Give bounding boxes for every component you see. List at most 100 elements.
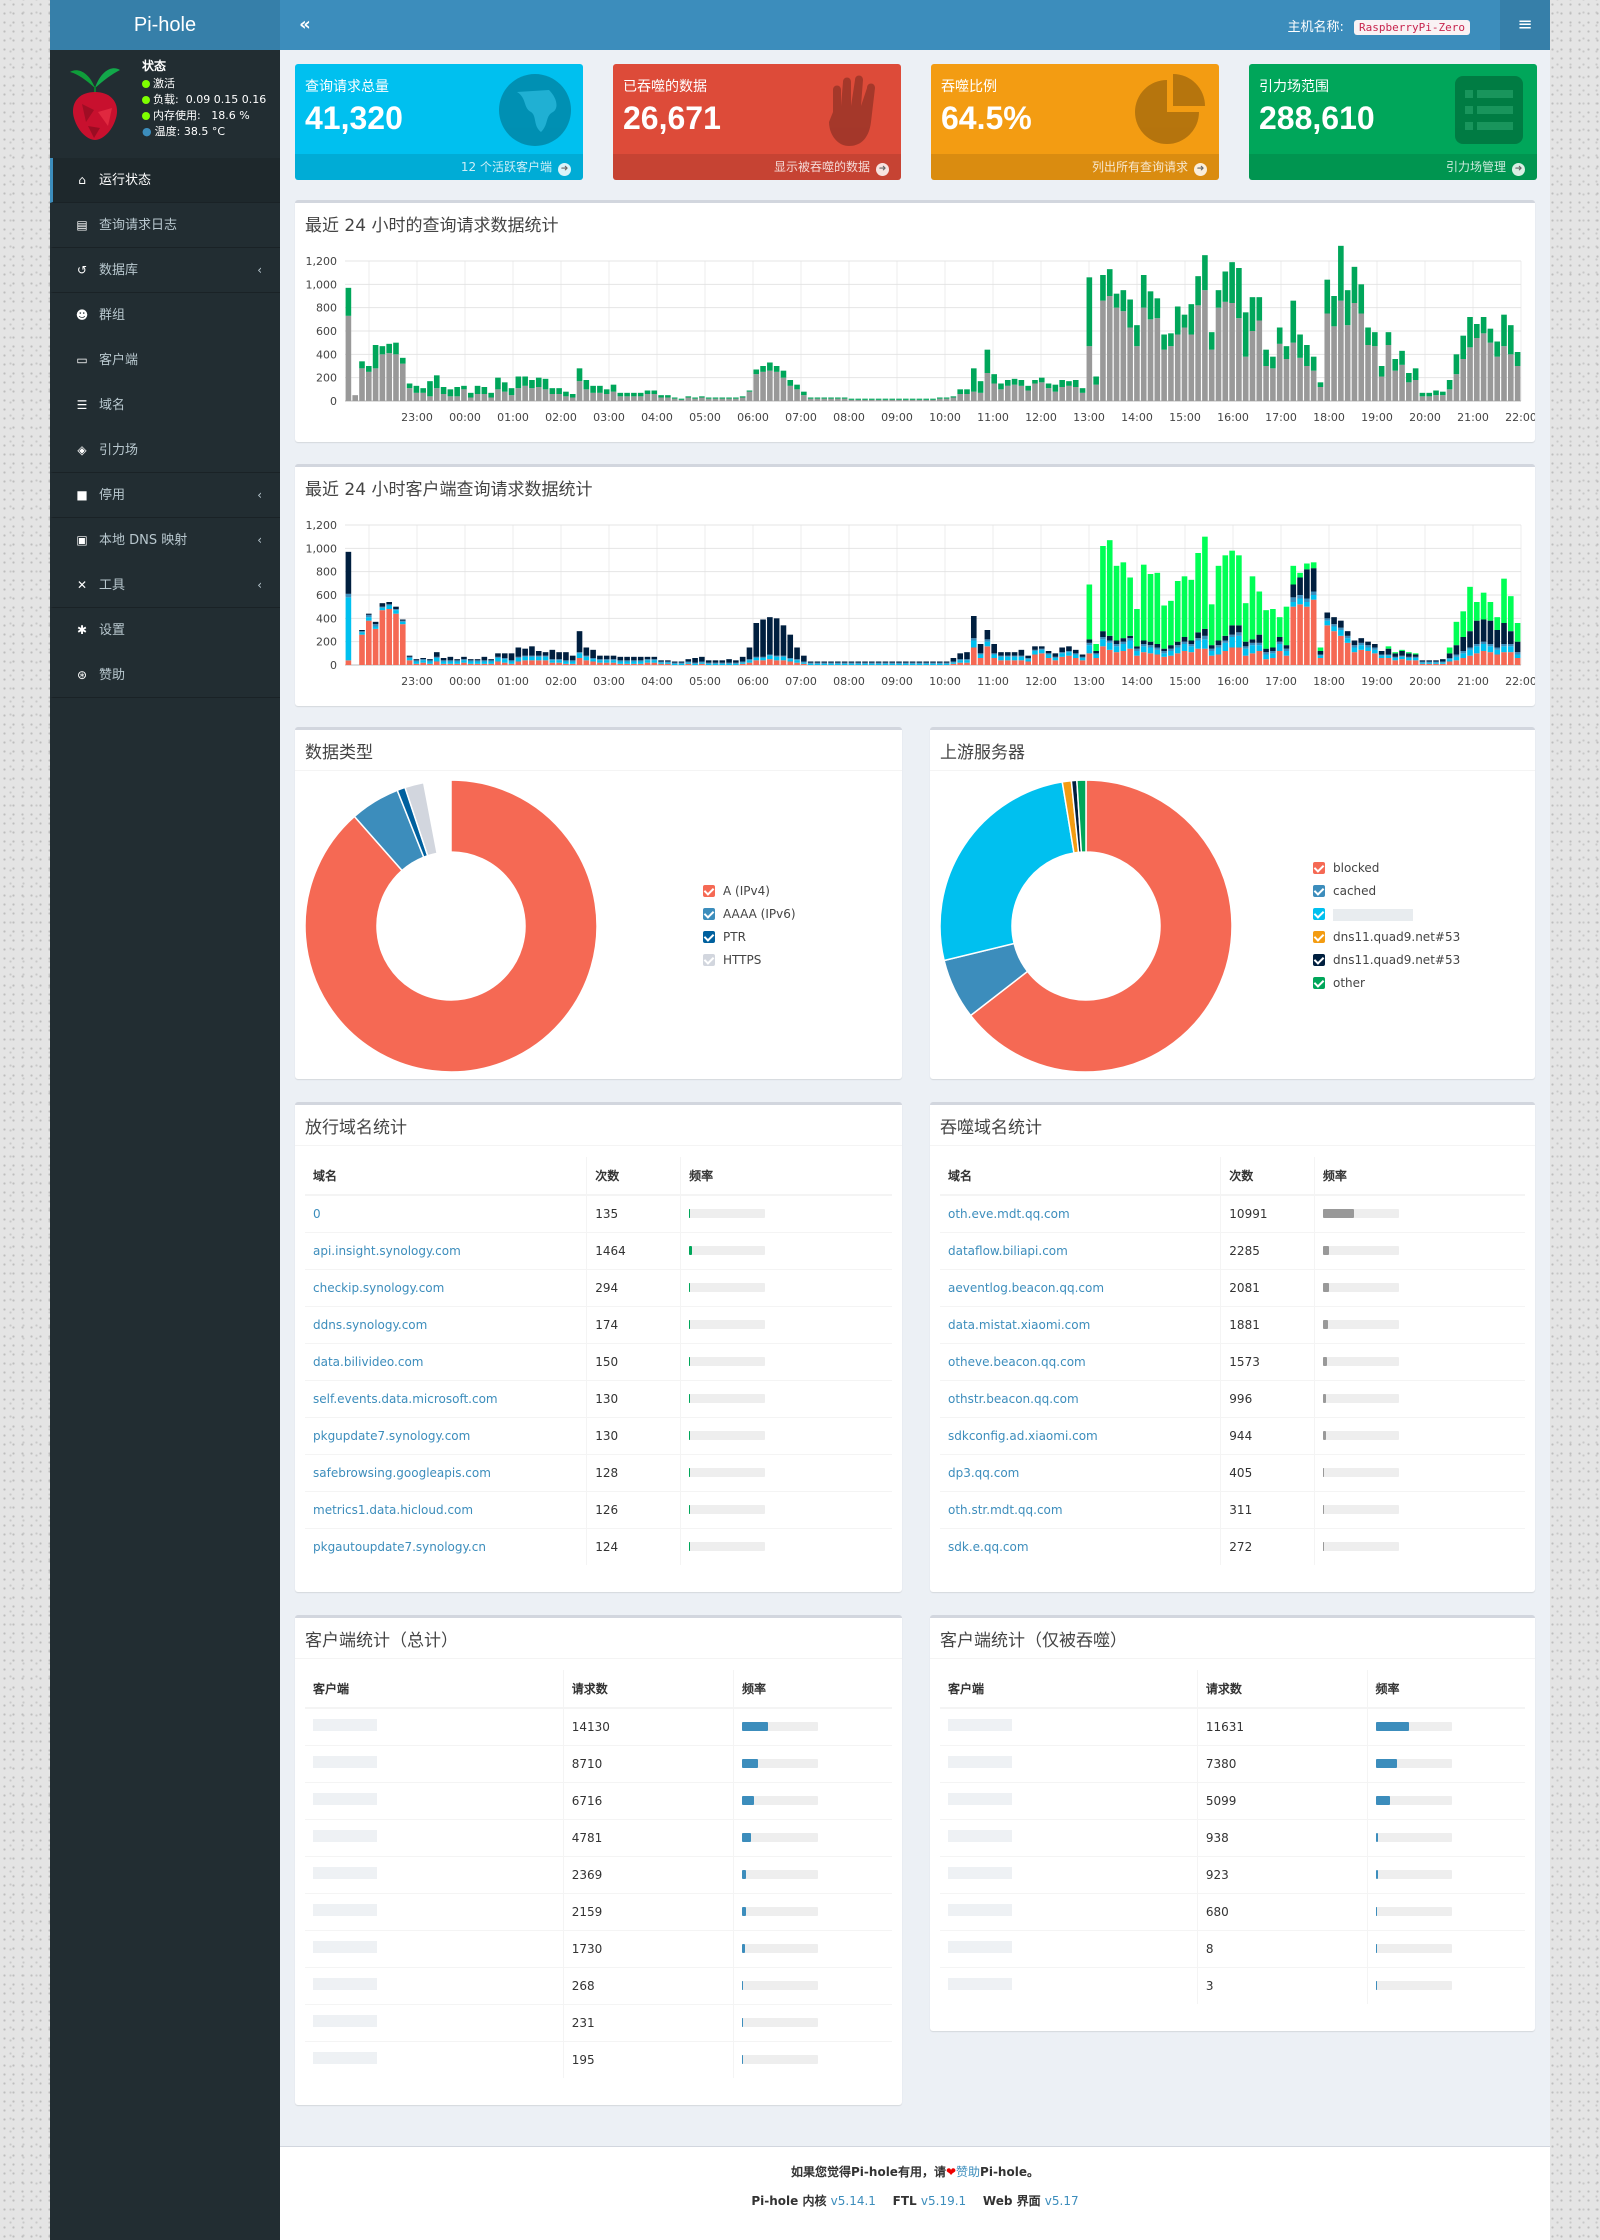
sidebar-item-2[interactable]: ↺ 数据库 ‹ — [50, 248, 280, 293]
bar-0-138 — [1283, 655, 1290, 665]
stat-footer-link[interactable]: 列出所有查询请求 ➜ — [931, 154, 1219, 180]
domain-link[interactable]: pkgautoupdate7.synology.cn — [305, 1527, 587, 1565]
legend-item[interactable]: HTTPS — [703, 949, 796, 972]
column-header[interactable]: 频率 — [1313, 1157, 1525, 1196]
sidebar-item-6[interactable]: ◈ 引力场 — [50, 428, 280, 473]
bar-0-8 — [399, 363, 406, 401]
checkbox-icon[interactable] — [1313, 977, 1325, 989]
bar-3-8 — [399, 619, 406, 621]
sidebar-item-9[interactable]: ✕ 工具 ‹ — [50, 563, 280, 608]
client-name-redacted — [305, 1781, 564, 1819]
domain-link[interactable]: safebrowsing.googleapis.com — [305, 1453, 587, 1491]
sidebar-item-11[interactable]: ⊛ 赞助 — [50, 653, 280, 698]
domain-link[interactable]: dp3.qq.com — [940, 1453, 1221, 1491]
app-logo[interactable]: Pi-hole — [50, 0, 280, 50]
stat-footer-link[interactable]: 显示被吞噬的数据 ➜ — [613, 154, 901, 180]
bar-1-136 — [1270, 653, 1276, 658]
control-sidebar-button[interactable]: ≡ — [1500, 0, 1550, 50]
domain-link[interactable]: ddns.synology.com — [305, 1305, 587, 1343]
legend-item[interactable]: cached — [1313, 880, 1460, 903]
checkbox-icon[interactable] — [703, 908, 715, 920]
checkbox-icon[interactable] — [1313, 885, 1325, 897]
ftl-version-link[interactable]: v5.19.1 — [920, 2194, 967, 2208]
domain-link[interactable]: pkgupdate7.synology.com — [305, 1416, 587, 1454]
legend-item[interactable] — [1313, 903, 1460, 926]
checkbox-icon[interactable] — [1313, 954, 1325, 966]
domain-link[interactable]: 0 — [305, 1194, 587, 1232]
bar-2-76 — [862, 662, 868, 664]
bar-0-169 — [1494, 356, 1501, 401]
domain-link[interactable]: aeventlog.beacon.qq.com — [940, 1268, 1221, 1306]
bar-0-172 — [1514, 366, 1521, 401]
sidebar-item-0[interactable]: ⌂ 运行状态 — [50, 158, 280, 203]
domain-link[interactable]: data.mistat.xiaomi.com — [940, 1305, 1221, 1343]
bar-0-124 — [1188, 652, 1195, 665]
checkbox-icon[interactable] — [1313, 862, 1325, 874]
bar-3-139 — [1290, 584, 1297, 598]
legend-item[interactable]: blocked — [1313, 857, 1460, 880]
domain-link[interactable]: sdk.e.qq.com — [940, 1527, 1221, 1565]
bar-0-118 — [1147, 653, 1154, 665]
column-header[interactable]: 域名 — [305, 1157, 587, 1196]
sidebar-item-1[interactable]: ▤ 查询请求日志 — [50, 203, 280, 248]
column-header[interactable]: 请求数 — [562, 1670, 734, 1709]
legend-item[interactable]: A (IPv4) — [703, 880, 796, 903]
bar-4-115 — [1127, 577, 1133, 636]
core-version-link[interactable]: v5.14.1 — [830, 2194, 876, 2208]
checkbox-icon[interactable] — [1313, 908, 1325, 920]
sidebar-item-4[interactable]: ▭ 客户端 — [50, 338, 280, 383]
web-version-link[interactable]: v5.17 — [1044, 2194, 1079, 2208]
column-header[interactable]: 请求数 — [1196, 1670, 1368, 1709]
count-cell: 4781 — [562, 1818, 734, 1856]
bar-2-42 — [631, 660, 637, 662]
progress-bar — [689, 1320, 766, 1329]
checkbox-icon[interactable] — [703, 885, 715, 897]
column-header[interactable]: 客户端 — [940, 1670, 1198, 1709]
column-header[interactable]: 次数 — [586, 1157, 681, 1196]
donate-link[interactable]: 赞助 — [956, 2165, 981, 2179]
bar-2-97 — [1004, 655, 1011, 657]
legend-item[interactable]: AAAA (IPv6) — [703, 903, 796, 926]
domain-link[interactable]: oth.eve.mdt.qq.com — [940, 1194, 1221, 1232]
column-header[interactable]: 次数 — [1220, 1157, 1315, 1196]
legend-item[interactable]: dns11.quad9.net#53 — [1313, 926, 1460, 949]
sidebar-item-5[interactable]: ☰ 域名 — [50, 383, 280, 428]
domain-link[interactable]: self.events.data.microsoft.com — [305, 1379, 587, 1417]
progress-fill — [1322, 1468, 1325, 1477]
stat-footer-link[interactable]: 12 个活跃客户端 ➜ — [295, 154, 583, 180]
domain-link[interactable]: othstr.beacon.qq.com — [940, 1379, 1221, 1417]
sidebar-item-7[interactable]: ■ 停用 ‹ — [50, 473, 280, 518]
column-header[interactable]: 频率 — [680, 1157, 892, 1196]
bar-1-88 — [943, 663, 950, 665]
domain-link[interactable]: metrics1.data.hicloud.com — [305, 1490, 587, 1528]
frequency-cell — [732, 2040, 892, 2078]
checkbox-icon[interactable] — [1313, 931, 1325, 943]
stat-footer-link[interactable]: 引力场管理 ➜ — [1249, 154, 1537, 180]
column-header[interactable]: 客户端 — [305, 1670, 564, 1709]
domain-link[interactable]: otheve.beacon.qq.com — [940, 1342, 1221, 1380]
domain-link[interactable]: dataflow.biliapi.com — [940, 1231, 1221, 1269]
domain-link[interactable]: oth.str.mdt.qq.com — [940, 1490, 1221, 1528]
column-header[interactable]: 频率 — [1366, 1670, 1525, 1709]
column-header[interactable]: 频率 — [732, 1670, 892, 1709]
domain-link[interactable]: sdkconfig.ad.xiaomi.com — [940, 1416, 1221, 1454]
bar-0-139 — [1290, 342, 1297, 401]
table-row: 923 — [940, 1855, 1525, 1893]
sidebar-toggle-button[interactable]: « — [299, 14, 311, 35]
bar-2-148 — [1351, 645, 1358, 648]
checkbox-icon[interactable] — [703, 931, 715, 943]
checkbox-icon[interactable] — [703, 954, 715, 966]
sidebar-item-8[interactable]: ▣ 本地 DNS 映射 ‹ — [50, 518, 280, 563]
bar-0-77 — [869, 399, 875, 401]
bar-1-36 — [590, 659, 596, 662]
progress-bar — [689, 1542, 766, 1552]
legend-item[interactable]: dns11.quad9.net#53 — [1313, 949, 1460, 972]
domain-link[interactable]: checkip.synology.com — [305, 1268, 587, 1306]
domain-link[interactable]: data.bilivideo.com — [305, 1342, 587, 1380]
column-header[interactable]: 域名 — [940, 1157, 1221, 1196]
legend-item[interactable]: other — [1313, 972, 1460, 995]
sidebar-item-3[interactable]: ☻ 群组 — [50, 293, 280, 338]
sidebar-item-10[interactable]: ✱ 设置 — [50, 608, 280, 653]
domain-link[interactable]: api.insight.synology.com — [305, 1231, 587, 1269]
legend-item[interactable]: PTR — [703, 926, 796, 949]
